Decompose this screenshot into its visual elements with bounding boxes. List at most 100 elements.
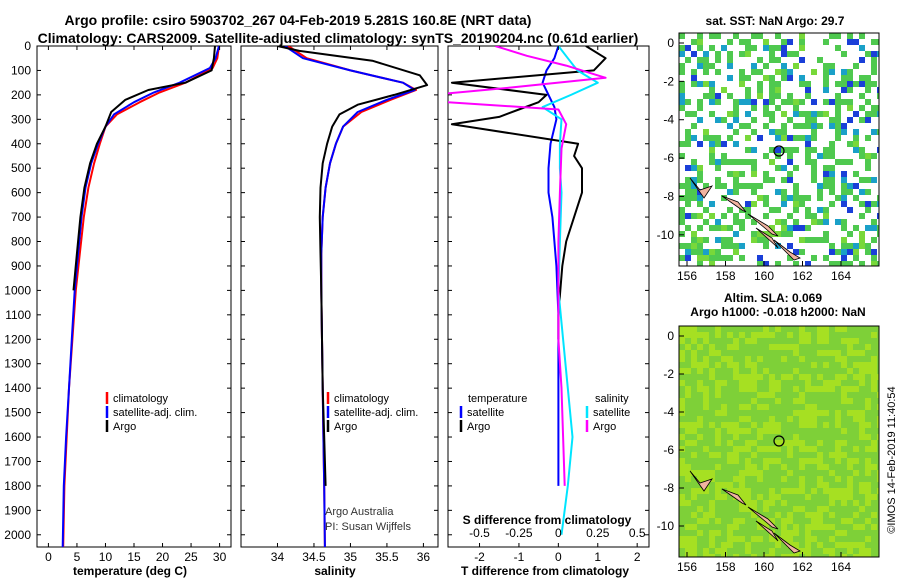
map-cell	[703, 476, 709, 482]
map-cell	[811, 99, 817, 105]
map-cell	[715, 386, 721, 392]
map-cell	[817, 392, 823, 398]
map-cell	[865, 153, 871, 159]
map-cell	[733, 440, 739, 446]
map-cell	[841, 416, 847, 422]
map-cell	[691, 398, 697, 404]
map-cell	[709, 422, 715, 428]
map-cell	[739, 536, 745, 542]
map-cell	[703, 434, 709, 440]
map-cell	[841, 338, 847, 344]
difference-panel-frame	[447, 45, 650, 548]
series-line-satellite-adj-clim-	[284, 46, 416, 547]
map-cell	[721, 344, 727, 350]
map-cell	[715, 69, 721, 75]
map-cell	[751, 440, 757, 446]
map-cell	[691, 344, 697, 350]
map-cell	[685, 530, 691, 536]
map-cell	[871, 249, 877, 255]
map-cell	[709, 326, 715, 332]
map-cell	[691, 368, 697, 374]
map-cell	[781, 135, 787, 141]
map-cell	[835, 542, 841, 548]
depth-tick-label: 1100	[5, 308, 31, 322]
map-cell	[799, 326, 805, 332]
map-cell	[865, 362, 871, 368]
map-cell	[859, 494, 865, 500]
map-cell	[769, 518, 775, 524]
map-cell	[805, 356, 811, 362]
map-cell	[829, 446, 835, 452]
map-cell	[835, 410, 841, 416]
map-cell	[811, 422, 817, 428]
map-cell	[763, 105, 769, 111]
map-cell	[871, 530, 877, 536]
map-cell	[817, 548, 823, 554]
map-cell	[739, 482, 745, 488]
map-cell	[835, 93, 841, 99]
map-cell	[841, 243, 847, 249]
map-cell	[709, 452, 715, 458]
map-cell	[727, 458, 733, 464]
map-cell	[859, 237, 865, 243]
map-cell	[877, 458, 879, 464]
map-cell	[703, 374, 709, 380]
map-cell	[811, 542, 817, 548]
map-cell	[739, 183, 745, 189]
map-cell	[691, 428, 697, 434]
map-cell	[841, 51, 847, 57]
map-cell	[769, 506, 775, 512]
map-cell	[769, 464, 775, 470]
map-cell	[835, 416, 841, 422]
map-cell	[727, 542, 733, 548]
map-cell	[811, 458, 817, 464]
map-cell	[859, 476, 865, 482]
map-cell	[829, 201, 835, 207]
map-cell	[793, 446, 799, 452]
map-cell	[685, 141, 691, 147]
map-cell	[823, 111, 829, 117]
map-cell	[763, 344, 769, 350]
map-cell	[727, 524, 733, 530]
map-cell	[865, 99, 871, 105]
map-cell	[859, 422, 865, 428]
map-cell	[745, 470, 751, 476]
map-cell	[841, 404, 847, 410]
map-cell	[685, 380, 691, 386]
map-cell	[709, 530, 715, 536]
map-cell	[769, 344, 775, 350]
map-cell	[877, 500, 879, 506]
map-cell	[865, 488, 871, 494]
map-cell	[685, 177, 691, 183]
map-cell	[841, 398, 847, 404]
map-cell	[841, 380, 847, 386]
map-cell	[715, 506, 721, 512]
lat-tick-label: -4	[663, 113, 674, 127]
map-cell	[811, 326, 817, 332]
map-cell	[787, 458, 793, 464]
map-cell	[733, 183, 739, 189]
map-cell	[787, 326, 793, 332]
map-cell	[841, 434, 847, 440]
map-cell	[811, 488, 817, 494]
map-cell	[721, 332, 727, 338]
map-cell	[685, 350, 691, 356]
map-cell	[745, 183, 751, 189]
map-cell	[835, 512, 841, 518]
map-cell	[763, 171, 769, 177]
map-cell	[799, 338, 805, 344]
map-cell	[865, 548, 871, 554]
map-cell	[757, 554, 763, 557]
map-cell	[853, 500, 859, 506]
map-cell	[679, 530, 685, 536]
map-cell	[805, 530, 811, 536]
map-cell	[703, 356, 709, 362]
salinity-plot	[277, 46, 429, 547]
map-cell	[709, 99, 715, 105]
map-cell	[793, 368, 799, 374]
map-cell	[721, 45, 727, 51]
map-cell	[733, 249, 739, 255]
map-cell	[799, 57, 805, 63]
map-cell	[715, 380, 721, 386]
map-cell	[865, 440, 871, 446]
